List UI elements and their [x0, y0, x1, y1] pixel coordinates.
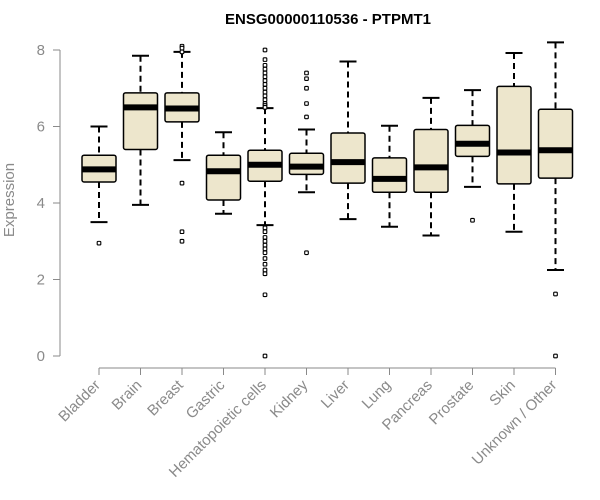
y-tick-label: 0: [37, 348, 45, 365]
outlier-point: [179, 229, 185, 235]
iqr-box: [205, 154, 242, 201]
box-prostate: [454, 89, 491, 223]
outlier-point: [262, 70, 268, 76]
outlier-point: [96, 240, 102, 246]
y-axis-label: Expression: [1, 163, 18, 237]
box-gastric: [205, 131, 242, 215]
outlier-point: [262, 250, 268, 256]
outlier-point: [304, 70, 309, 76]
box-unknown-other: [537, 41, 574, 359]
outlier-point: [262, 229, 268, 235]
box-skin: [496, 52, 532, 233]
y-tick-label: 4: [37, 195, 45, 212]
iqr-box: [537, 108, 574, 179]
outlier-point: [262, 66, 268, 72]
outlier-point: [262, 271, 268, 277]
x-tick-label: Bladder: [55, 377, 104, 426]
outlier-point: [262, 242, 268, 248]
outlier-point: [262, 78, 268, 83]
outlier-point: [262, 235, 268, 240]
outlier-point: [262, 292, 268, 298]
y-tick-label: 2: [37, 272, 45, 289]
box-pancreas: [413, 96, 449, 237]
box-brain: [122, 54, 159, 206]
outlier-point: [179, 238, 185, 244]
outlier-point: [470, 217, 475, 223]
x-tick-label: Kidney: [267, 376, 312, 421]
outlier-point: [304, 85, 309, 91]
y-axis: 0 2 4 6 8: [37, 42, 61, 365]
outlier-point: [262, 225, 268, 231]
x-tick-label: Prostate: [426, 377, 478, 429]
iqr-box: [413, 128, 449, 194]
box-liver: [330, 60, 366, 221]
outlier-point: [304, 76, 309, 82]
outlier-point: [262, 267, 268, 273]
outlier-point: [262, 353, 268, 359]
outlier-point: [304, 101, 309, 106]
outlier-point: [553, 353, 558, 359]
chart-title: ENSG00000110536 - PTPMT1: [225, 11, 431, 28]
outlier-point: [262, 238, 268, 244]
outlier-point: [262, 93, 268, 99]
outlier-point: [262, 82, 268, 87]
x-tick-label: Skin: [486, 377, 519, 410]
box-kidney: [288, 70, 325, 256]
outlier-point: [262, 62, 268, 68]
outlier-point: [179, 49, 185, 55]
boxes-layer: [81, 41, 574, 359]
iqr-box: [122, 92, 159, 151]
outlier-point: [262, 97, 268, 103]
y-tick-label: 8: [37, 42, 45, 59]
outlier-point: [262, 89, 268, 95]
box-hematopoietic-cells: [247, 47, 283, 359]
x-tick-label: Liver: [318, 377, 353, 412]
outlier-point: [262, 246, 268, 252]
x-tick-label: Lung: [359, 377, 395, 413]
outlier-point: [262, 74, 268, 80]
outlier-point: [262, 261, 268, 267]
outlier-point: [262, 47, 268, 53]
iqr-box: [496, 85, 532, 185]
outlier-point: [262, 256, 268, 261]
outlier-point: [304, 114, 309, 120]
outlier-point: [262, 105, 268, 110]
outlier-point: [179, 45, 185, 51]
iqr-box: [330, 132, 366, 184]
box-lung: [371, 124, 408, 228]
y-tick-label: 6: [37, 119, 45, 136]
outlier-point: [179, 180, 185, 186]
x-tick-label: Brain: [109, 377, 146, 414]
outlier-point: [262, 57, 268, 62]
box-bladder: [81, 125, 117, 246]
x-tick-label: Breast: [144, 376, 187, 419]
outlier-point: [262, 85, 268, 91]
outlier-point: [553, 291, 558, 297]
box-breast: [164, 43, 200, 244]
outlier-point: [304, 250, 309, 256]
iqr-box: [371, 157, 408, 194]
